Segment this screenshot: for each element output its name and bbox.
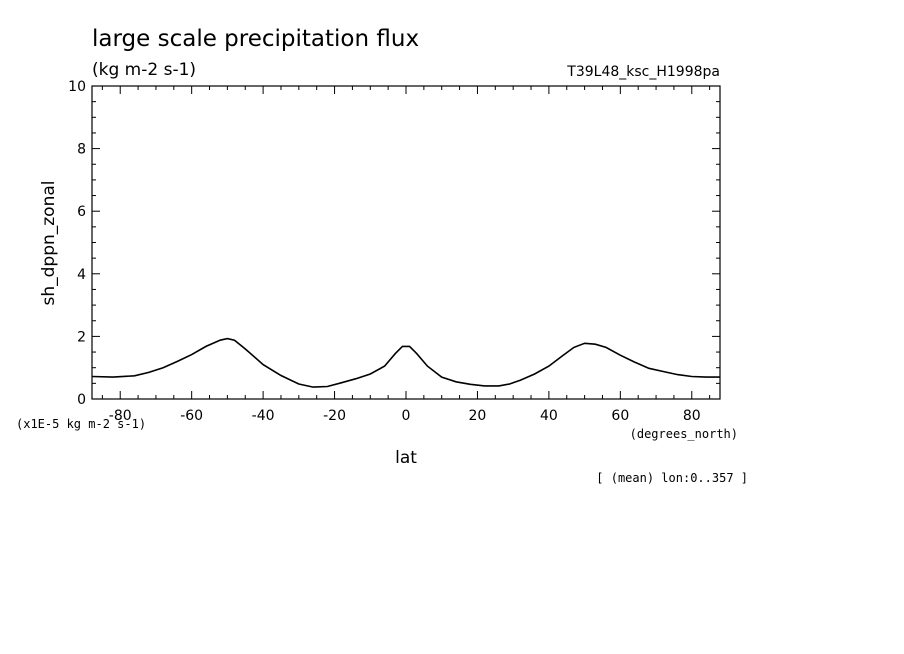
plot-frame <box>91 85 721 400</box>
x-tick-label: -60 <box>180 408 203 424</box>
y-tick-labels: 0 2 4 6 8 10 <box>68 79 86 408</box>
x-tick-labels: -80 -60 -40 -20 0 20 40 60 80 <box>109 408 701 424</box>
x-axis-label: lat <box>395 448 417 468</box>
axis-ticks <box>92 85 720 400</box>
chart-title: large scale precipitation flux <box>92 26 419 52</box>
y-tick-label: 2 <box>77 329 86 345</box>
x-tick-label: -40 <box>252 408 275 424</box>
y-unit-label: (x1E-5 kg m-2 s-1) <box>16 417 146 431</box>
series-line <box>91 337 720 388</box>
x-tick-label: -20 <box>323 408 346 424</box>
y-tick-label: 4 <box>77 267 86 283</box>
x-tick-label: 40 <box>540 408 558 424</box>
y-tick-label: 0 <box>77 392 86 408</box>
y-tick-label: 8 <box>77 142 86 158</box>
chart-subtitle: (kg m-2 s-1) <box>92 60 196 80</box>
y-tick-label: 6 <box>77 204 86 220</box>
footer-note: [ (mean) lon:0..357 ] <box>596 471 748 485</box>
run-label: T39L48_ksc_H1998pa <box>566 64 720 80</box>
x-tick-label: 60 <box>611 408 629 424</box>
x-tick-label: 20 <box>469 408 487 424</box>
x-tick-label: -80 <box>109 408 132 424</box>
x-tick-label: 0 <box>402 408 411 424</box>
x-unit-label: (degrees_north) <box>630 427 738 441</box>
x-tick-label: 80 <box>683 408 701 424</box>
y-axis-label: sh_dppn_zonal <box>39 180 59 305</box>
y-tick-label: 10 <box>68 79 86 95</box>
